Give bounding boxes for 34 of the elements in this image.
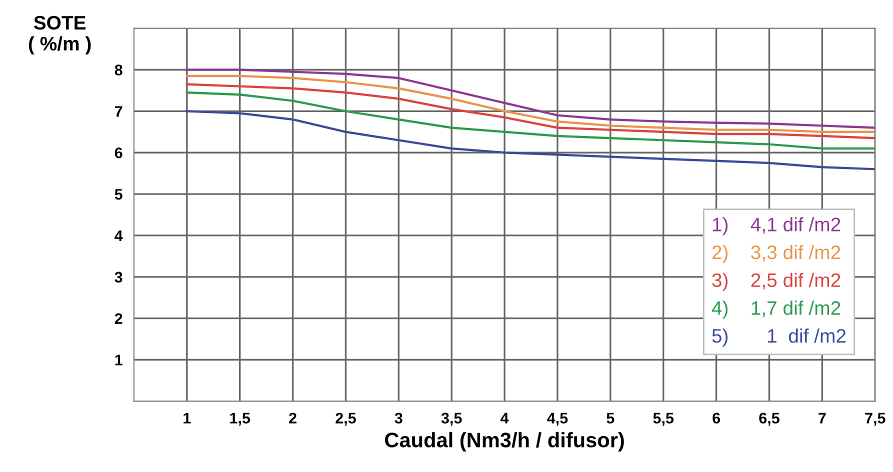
- text: 2) 3,3 dif /m2: [712, 244, 840, 264]
- y-tick-label: 4: [114, 230, 123, 242]
- y-tick-label: 7: [115, 106, 122, 117]
- text: 1) 4,1 dif /m2: [712, 217, 840, 236]
- line-series: [186, 74, 876, 134]
- x-tick-label: 5,5: [653, 412, 674, 426]
- x-tick-label: 7,5: [865, 412, 886, 426]
- x-tick-label: 6: [712, 412, 720, 424]
- y-tick-label: 1: [115, 354, 122, 366]
- line-series: [186, 91, 876, 150]
- x-tick-label: 1: [184, 412, 191, 424]
- text: 4) 1,7 dif /m2: [712, 300, 840, 319]
- text: 5) 1 dif /m2: [712, 328, 846, 347]
- x-tick-label: 5: [606, 412, 614, 424]
- x-tick-label: 4: [500, 412, 509, 424]
- x-tick-label: 6,5: [759, 412, 780, 426]
- x-tick-label: 1,5: [230, 412, 250, 426]
- x-tick-label: 2: [289, 412, 296, 424]
- y-tick-label: 8: [114, 64, 122, 76]
- x-axis-title: Caudal (Nm3/h / difusor): [385, 432, 624, 452]
- x-tick-label: 3: [394, 412, 402, 424]
- line-series: [186, 83, 876, 140]
- line-series: [186, 68, 876, 129]
- y-tick-label: 5: [114, 189, 122, 200]
- text: 3) 2,5 dif /m2: [712, 272, 840, 291]
- y-tick-label: 3: [114, 272, 122, 283]
- x-tick-label: 7: [818, 412, 826, 424]
- x-tick-label: 3,5: [441, 412, 462, 426]
- x-tick-label: 2,5: [336, 412, 356, 426]
- line-series: [186, 110, 876, 170]
- y-tick-label: 2: [114, 313, 122, 324]
- y-tick-label: 6: [114, 147, 122, 158]
- y-axis-title: SOTE ( %/m ): [28, 16, 91, 54]
- x-tick-label: 4,5: [547, 412, 568, 426]
